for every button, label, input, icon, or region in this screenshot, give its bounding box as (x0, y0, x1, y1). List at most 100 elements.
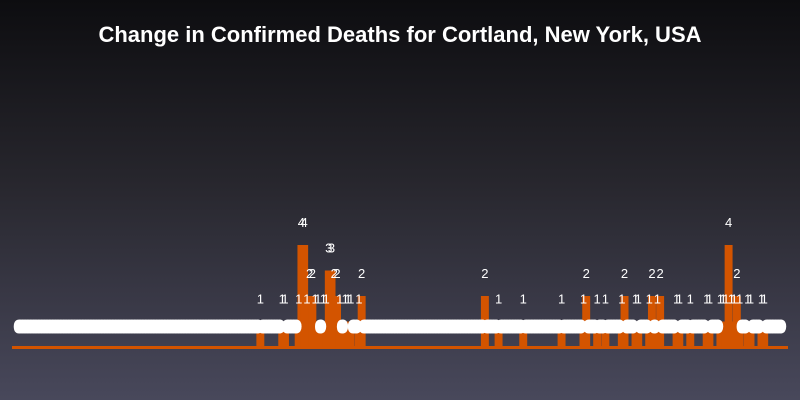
data-label: 0 (651, 319, 658, 334)
data-label: 0 (180, 319, 187, 334)
data-label: 0 (498, 319, 505, 334)
data-label: 0 (380, 319, 387, 334)
data-label: 0 (522, 319, 529, 334)
data-label: 0 (87, 319, 94, 334)
data-label: 0 (117, 319, 124, 334)
data-label: 0 (238, 319, 245, 334)
data-label: 1 (722, 292, 729, 307)
data-label: 0 (120, 319, 127, 334)
data-label: 0 (437, 319, 444, 334)
data-label: 0 (49, 319, 56, 334)
data-label: 0 (84, 319, 91, 334)
data-label: 1 (355, 292, 362, 307)
data-label: 2 (621, 266, 628, 281)
data-label: 0 (492, 319, 499, 334)
data-label: 1 (761, 292, 768, 307)
data-label: 0 (763, 319, 770, 334)
data-label: 1 (311, 292, 318, 307)
data-label: 0 (552, 319, 559, 334)
data-label: 0 (186, 319, 193, 334)
data-label: 1 (736, 292, 743, 307)
data-label: 0 (243, 319, 250, 334)
data-label: 0 (739, 319, 746, 334)
data-label: 0 (667, 319, 674, 334)
data-label: 2 (733, 266, 740, 281)
data-label: 0 (689, 319, 696, 334)
bar (582, 296, 591, 347)
data-label: 0 (604, 319, 611, 334)
data-label: 0 (670, 319, 677, 334)
data-label: 0 (470, 319, 477, 334)
data-label: 0 (218, 319, 225, 334)
data-label: 1 (279, 292, 286, 307)
data-label: 0 (741, 319, 748, 334)
data-label: 0 (457, 319, 464, 334)
data-label: 0 (607, 319, 614, 334)
data-label: 4 (298, 215, 305, 230)
data-label: 0 (57, 319, 64, 334)
data-label: 0 (202, 319, 209, 334)
data-label: 0 (624, 319, 631, 334)
bar (735, 321, 744, 347)
data-label: 0 (610, 319, 617, 334)
data-label: 0 (772, 319, 779, 334)
data-label: 0 (155, 319, 162, 334)
data-label: 0 (709, 319, 716, 334)
data-label: 0 (755, 319, 762, 334)
data-label: 0 (509, 319, 516, 334)
bar (760, 321, 769, 347)
data-label: 0 (692, 319, 699, 334)
bar (335, 321, 344, 347)
data-label: 0 (262, 319, 269, 334)
data-label: 0 (563, 319, 570, 334)
data-label: 0 (659, 319, 666, 334)
data-label: 0 (62, 319, 69, 334)
data-label: 1 (730, 292, 737, 307)
bar (620, 296, 629, 347)
bar (281, 321, 289, 347)
data-label: 0 (525, 319, 532, 334)
data-label: 0 (369, 319, 376, 334)
bar (346, 321, 355, 347)
data-label: 0 (531, 319, 538, 334)
data-label: 0 (361, 319, 368, 334)
data-label: 0 (416, 319, 423, 334)
data-label: 1 (728, 292, 735, 307)
data-label: 3 (325, 241, 332, 256)
data-label: 0 (136, 319, 143, 334)
data-label: 0 (51, 319, 58, 334)
data-label: 1 (594, 292, 601, 307)
data-label: 0 (544, 319, 551, 334)
data-label: 1 (342, 292, 349, 307)
data-label: 0 (147, 319, 154, 334)
data-label: 0 (599, 319, 606, 334)
data-label: 0 (448, 319, 455, 334)
data-label: 2 (331, 266, 338, 281)
data-label: 0 (574, 319, 581, 334)
data-label: 1 (602, 292, 609, 307)
data-label: 0 (446, 319, 453, 334)
data-label: 0 (547, 319, 554, 334)
data-label: 0 (207, 319, 214, 334)
data-label: 0 (90, 319, 97, 334)
data-label: 1 (336, 292, 343, 307)
data-label: 0 (290, 319, 297, 334)
data-label: 0 (429, 319, 436, 334)
data-label: 0 (550, 319, 557, 334)
data-label: 0 (473, 319, 480, 334)
data-label: 0 (199, 319, 206, 334)
data-label: 2 (333, 266, 340, 281)
data-label: 0 (536, 319, 543, 334)
data-label: 0 (232, 319, 239, 334)
data-label: 0 (196, 319, 203, 334)
data-label: 1 (673, 292, 680, 307)
data-label: 0 (681, 319, 688, 334)
data-label: 0 (372, 319, 379, 334)
data-label: 0 (750, 319, 757, 334)
data-label: 0 (221, 319, 228, 334)
data-label: 0 (443, 319, 450, 334)
data-label: 0 (229, 319, 236, 334)
data-label: 0 (183, 319, 190, 334)
data-label: 0 (402, 319, 409, 334)
data-label: 0 (711, 319, 718, 334)
